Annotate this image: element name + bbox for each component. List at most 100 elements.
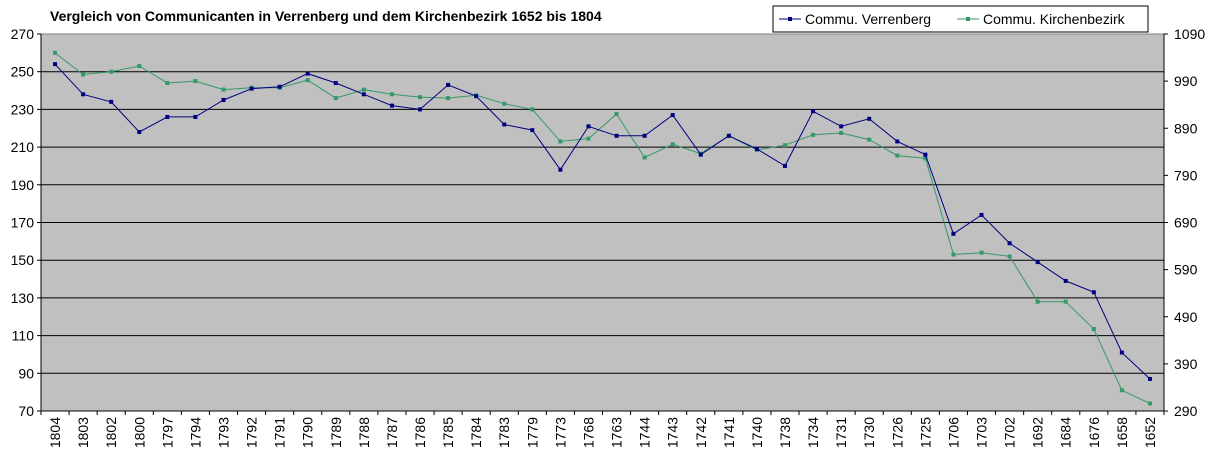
x-tick-label: 1658: [1114, 417, 1130, 448]
data-point-commu-kirchenbezirk: [782, 143, 787, 148]
data-point-commu-verrenberg: [221, 97, 226, 102]
x-tick-label: 1676: [1086, 417, 1102, 448]
axes: 270 250 230 210 190 170 150 130 110 90 70 1090 990 89…: [11, 26, 1206, 448]
x-tick-label: 1702: [1002, 417, 1018, 448]
x-tick-label: 1684: [1058, 417, 1074, 448]
data-point-commu-verrenberg: [1035, 260, 1040, 265]
y-left-tick-label: 110: [12, 328, 35, 344]
data-point-commu-verrenberg: [530, 128, 535, 133]
data-point-commu-verrenberg: [389, 103, 394, 108]
data-point-commu-verrenberg: [474, 94, 479, 99]
data-point-commu-kirchenbezirk: [642, 155, 647, 160]
x-tick-label: 1790: [300, 417, 316, 448]
data-point-commu-verrenberg: [418, 107, 423, 112]
y-left-tick-label: 190: [11, 177, 35, 193]
x-tick-label: 1788: [356, 417, 372, 448]
data-point-commu-kirchenbezirk: [614, 112, 619, 117]
y-left-tick-label: 70: [18, 403, 34, 419]
y-right-tick-label: 1090: [1174, 26, 1205, 42]
x-tick-label: 1785: [440, 417, 456, 448]
data-point-commu-kirchenbezirk: [1007, 254, 1012, 259]
data-point-commu-kirchenbezirk: [1091, 327, 1096, 332]
data-point-commu-verrenberg: [109, 99, 114, 104]
x-tick-label: 1786: [412, 417, 428, 448]
data-point-commu-kirchenbezirk: [53, 50, 58, 55]
x-tick-label: 1803: [75, 417, 91, 448]
y-right-tick-label: 490: [1174, 309, 1198, 325]
x-tick-label: 1794: [187, 417, 203, 448]
data-point-commu-verrenberg: [193, 114, 198, 119]
data-point-commu-kirchenbezirk: [165, 81, 170, 86]
x-tick-label: 1779: [524, 417, 540, 448]
x-tick-label: 1768: [580, 417, 596, 448]
y-left-tick-label: 210: [11, 139, 35, 155]
x-tick-label: 1783: [496, 417, 512, 448]
data-point-commu-kirchenbezirk: [305, 78, 310, 83]
data-point-commu-kirchenbezirk: [558, 139, 563, 144]
data-point-commu-verrenberg: [811, 109, 816, 114]
x-tick-label: 1773: [552, 417, 568, 448]
y-right-tick-label: 890: [1174, 120, 1198, 136]
data-point-commu-verrenberg: [1091, 290, 1096, 295]
x-tick-label: 1789: [328, 417, 344, 448]
data-point-commu-kirchenbezirk: [867, 137, 872, 142]
data-point-commu-kirchenbezirk: [1119, 388, 1124, 393]
x-tick-label: 1652: [1142, 417, 1158, 448]
data-point-commu-kirchenbezirk: [361, 87, 366, 92]
legend-label-kirchenbezirk: Commu. Kirchenbezirk: [983, 11, 1126, 27]
series-layer: [53, 50, 1152, 406]
gridlines: [41, 71, 1164, 374]
data-point-commu-verrenberg: [1119, 350, 1124, 355]
data-point-commu-verrenberg: [642, 133, 647, 138]
data-point-commu-kirchenbezirk: [586, 136, 591, 141]
x-tick-label: 1706: [945, 417, 961, 448]
x-tick-label: 1725: [917, 417, 933, 448]
x-tick-label: 1726: [889, 417, 905, 448]
x-tick-label: 1738: [777, 417, 793, 448]
data-point-commu-kirchenbezirk: [1063, 299, 1068, 304]
x-tick-label: 1740: [749, 417, 765, 448]
data-point-commu-kirchenbezirk: [923, 156, 928, 161]
data-point-commu-verrenberg: [726, 133, 731, 138]
series-line-commu-kirchenbezirk: [54, 52, 1151, 404]
x-tick-label: 1703: [974, 417, 990, 448]
x-tick-label: 1797: [159, 417, 175, 448]
x-tick-label: 1734: [805, 417, 821, 448]
y-left-tick-label: 270: [11, 26, 35, 42]
data-point-commu-verrenberg: [1147, 376, 1152, 381]
y-right-tick-label: 590: [1174, 262, 1198, 278]
y-right-tick-label: 390: [1174, 356, 1198, 372]
data-point-commu-kirchenbezirk: [530, 107, 535, 112]
y-left-tick-label: 230: [11, 101, 35, 117]
data-point-commu-verrenberg: [333, 81, 338, 86]
data-point-commu-kirchenbezirk: [811, 132, 816, 137]
data-point-commu-kirchenbezirk: [670, 142, 675, 147]
data-point-commu-verrenberg: [558, 167, 563, 172]
data-point-commu-verrenberg: [137, 130, 142, 135]
x-tick-label: 1800: [131, 417, 147, 448]
x-tick-label: 1742: [693, 417, 709, 448]
data-point-commu-kirchenbezirk: [333, 96, 338, 101]
series-commu-verrenberg: [53, 62, 1152, 381]
y-left-tick-label: 250: [11, 64, 35, 80]
x-tick-label: 1804: [47, 417, 63, 448]
data-point-commu-kirchenbezirk: [81, 72, 86, 77]
data-point-commu-kirchenbezirk: [979, 250, 984, 255]
y-left-tick-label: 170: [11, 215, 35, 231]
y-right-tick-label: 290: [1174, 403, 1198, 419]
legend-marker-kirchenbezirk: [966, 17, 970, 21]
data-point-commu-verrenberg: [614, 133, 619, 138]
data-point-commu-verrenberg: [53, 62, 58, 67]
data-point-commu-kirchenbezirk: [839, 130, 844, 135]
data-point-commu-verrenberg: [754, 146, 759, 151]
data-point-commu-kirchenbezirk: [109, 69, 114, 74]
data-point-commu-verrenberg: [277, 84, 282, 89]
legend-marker-verrenberg: [788, 17, 792, 21]
data-point-commu-verrenberg: [979, 212, 984, 217]
y-left-tick-label: 130: [11, 290, 35, 306]
x-tick-label: 1692: [1030, 417, 1046, 448]
data-point-commu-kirchenbezirk: [193, 79, 198, 84]
y-right-tick-label: 790: [1174, 167, 1198, 183]
data-point-commu-verrenberg: [586, 124, 591, 129]
x-tick-label: 1731: [833, 417, 849, 448]
